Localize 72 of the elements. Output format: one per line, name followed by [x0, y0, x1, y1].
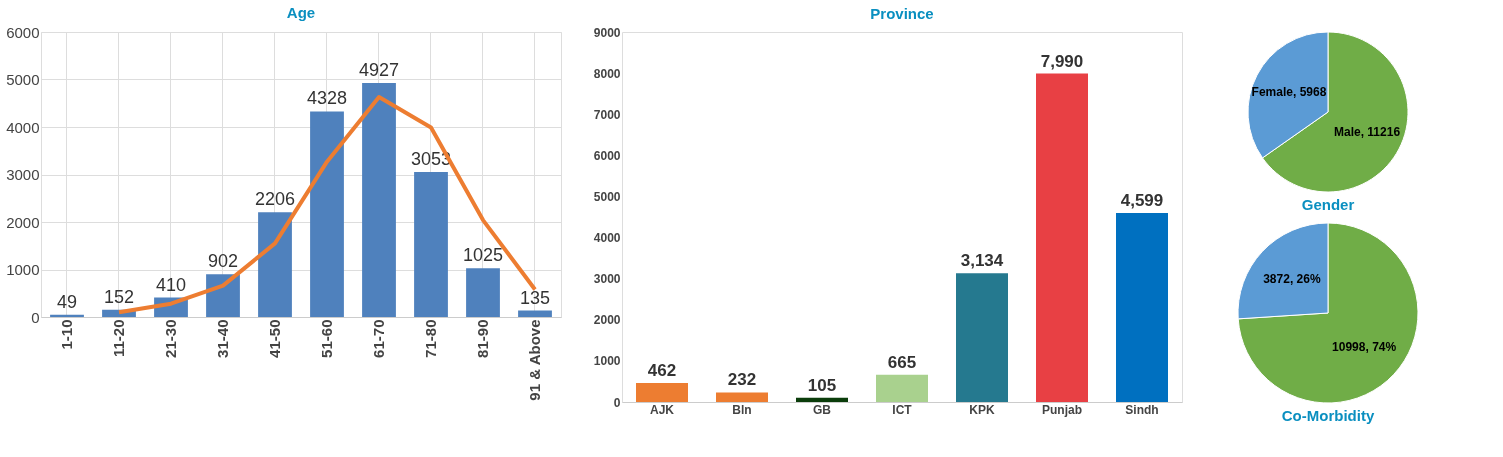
x-tick-label: Bln [732, 402, 752, 417]
x-tick-label: AJK [649, 402, 675, 417]
chart-title: Age [286, 4, 316, 21]
x-tick-label: 31-40 [214, 319, 231, 358]
y-tick-label: 6000 [6, 23, 40, 41]
bar [258, 212, 292, 317]
y-tick-label: 4000 [593, 231, 621, 246]
y-tick-label: 5000 [593, 189, 621, 204]
x-tick-label: 71-80 [422, 319, 439, 358]
bar [362, 82, 396, 317]
y-tick-label: 6000 [593, 148, 621, 163]
data-label: 462 [647, 361, 677, 381]
x-tick-label: 51-60 [318, 319, 335, 358]
data-label: 4,599 [1120, 190, 1164, 210]
bar [310, 111, 344, 317]
data-label: 10998, 74% [1332, 339, 1397, 354]
chart-title: Province [870, 5, 934, 22]
data-label: 3,134 [960, 251, 1004, 271]
data-label: 49 [56, 291, 78, 312]
y-tick-label: 4000 [6, 118, 40, 136]
data-label: 4328 [306, 88, 348, 109]
data-label: Male, 11216 [1334, 125, 1401, 140]
y-tick-label: 2000 [593, 313, 621, 328]
y-tick-label: 8000 [593, 66, 621, 81]
x-tick-label: 11-20 [110, 319, 127, 358]
x-tick-label: Sindh [1125, 402, 1159, 417]
data-label: 665 [887, 352, 917, 372]
data-label: 152 [103, 286, 135, 307]
bar [466, 268, 500, 317]
y-tick-label: 9000 [593, 25, 621, 40]
x-tick-label: Punjab [1041, 402, 1083, 417]
y-tick-label: 3000 [593, 272, 621, 287]
x-tick-label: ICT [892, 402, 913, 417]
data-label: 4927 [358, 59, 400, 80]
bar [518, 310, 552, 317]
x-tick-label: 41-50 [266, 319, 283, 358]
y-tick-label: 1000 [593, 354, 621, 369]
y-tick-label: 7000 [593, 107, 621, 122]
x-tick-label: 1-10 [58, 319, 75, 350]
x-tick-label: 61-70 [370, 319, 387, 358]
text: Gender [1301, 196, 1355, 213]
bar [1036, 73, 1088, 402]
data-label: 7,990 [1040, 51, 1084, 71]
bar [796, 397, 848, 402]
data-label: 410 [155, 274, 187, 295]
text: Co-Morbidity [1281, 407, 1375, 424]
data-label: 2206 [254, 189, 296, 210]
pie-slice [1237, 222, 1419, 404]
data-label: 3872, 26% [1263, 272, 1321, 287]
data-label: 135 [519, 287, 551, 308]
y-tick-label: 1000 [6, 261, 40, 278]
y-tick-label: 0 [613, 395, 621, 410]
y-tick-label: 3000 [6, 166, 40, 183]
data-label: 902 [207, 251, 239, 272]
x-tick-label: KPK [969, 402, 995, 417]
y-tick-label: 0 [31, 308, 40, 326]
data-label: 232 [727, 370, 757, 390]
data-label: 1025 [462, 245, 504, 266]
x-tick-label: 91 & Above [526, 319, 543, 401]
bar [956, 273, 1008, 402]
x-tick-label: 21-30 [162, 319, 179, 358]
data-label: Female, 5968 [1251, 84, 1327, 99]
bar [1116, 212, 1168, 402]
y-tick-label: 5000 [6, 71, 40, 88]
bar [876, 374, 928, 402]
data-label: 105 [807, 375, 837, 395]
bar [636, 383, 688, 402]
x-tick-label: 81-90 [474, 319, 491, 358]
x-tick-label: GB [813, 402, 832, 417]
bar [716, 392, 768, 402]
y-tick-label: 2000 [6, 213, 40, 231]
bar [414, 171, 448, 317]
